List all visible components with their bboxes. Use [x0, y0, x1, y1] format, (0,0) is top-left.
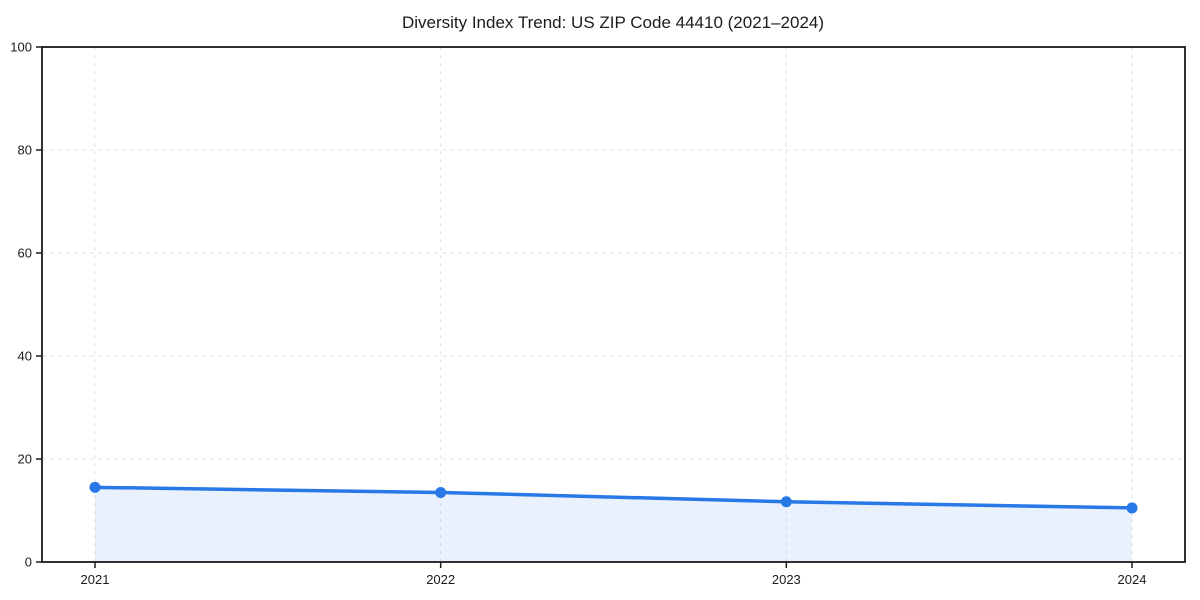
gridlines: [42, 46, 1185, 563]
trend-line: [93, 485, 1134, 510]
data-points: [89, 481, 1138, 514]
x-tick-label: 2024: [1118, 572, 1147, 587]
y-tick-label: 80: [18, 143, 32, 158]
area-fill: [95, 487, 1132, 562]
y-tick-label: 60: [18, 246, 32, 261]
chart-title: Diversity Index Trend: US ZIP Code 44410…: [402, 13, 824, 32]
data-point: [1126, 502, 1138, 514]
y-tick-label: 0: [25, 555, 32, 570]
y-tick-label: 20: [18, 452, 32, 467]
x-axis-ticks: 2021 2022 2023 2024: [81, 562, 1147, 587]
x-tick-label: 2023: [772, 572, 801, 587]
x-tick-label: 2022: [426, 572, 455, 587]
x-tick-label: 2021: [81, 572, 110, 587]
y-tick-label: 100: [10, 40, 32, 55]
data-point: [89, 481, 101, 493]
data-point: [780, 496, 792, 508]
y-tick-label: 40: [18, 349, 32, 364]
series-area: [95, 487, 1132, 562]
series-line: [93, 485, 1134, 510]
y-axis-ticks: 0 20 40 60 80 100: [10, 40, 42, 570]
axes-spines: [41, 46, 1186, 563]
data-point: [435, 486, 447, 498]
plot-border: [41, 46, 1186, 563]
